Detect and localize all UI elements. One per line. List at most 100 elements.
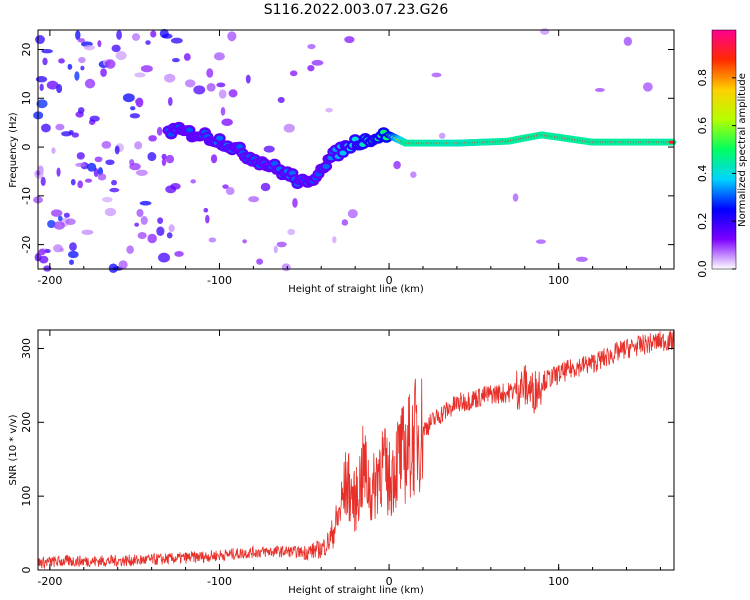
spectrogram-noise-blob xyxy=(256,258,264,265)
spectrogram-noise-blob xyxy=(100,68,107,77)
spectrogram-noise-blob xyxy=(53,221,65,230)
spectrogram-noise-blob xyxy=(76,152,85,160)
spectrogram-noise-blob xyxy=(84,78,96,89)
spectrogram-noise-blob xyxy=(75,162,86,167)
spectrogram-noise-blob xyxy=(42,57,48,66)
spectrogram-noise-blob xyxy=(65,218,76,226)
spectrogram-x-axis-title: Height of straight line (km) xyxy=(288,284,424,295)
spectrogram-noise-blob xyxy=(206,68,214,78)
spectrogram-noise-blob xyxy=(148,135,157,142)
spectrogram-noise-blob xyxy=(205,214,210,224)
spectrogram-noise-blob xyxy=(161,158,167,166)
spectrogram-noise-blob xyxy=(50,209,63,217)
spectrogram-noise-blob xyxy=(167,96,173,107)
spectrogram-noise-blob xyxy=(41,123,51,133)
spectrogram-noise-blob xyxy=(35,35,45,45)
spectrogram-noise-blob xyxy=(273,245,278,254)
spectrogram-noise-blob xyxy=(83,44,95,51)
snr-x-tick-label: 0 xyxy=(386,575,393,588)
spectrogram-noise-blob xyxy=(134,72,146,78)
spectrogram-noise-blob xyxy=(190,179,197,184)
colorbar: 0.0 0.2 0.4 0.6 0.8 Normalized spectral ampl… xyxy=(696,29,748,278)
spectrogram-noise-blob xyxy=(170,183,181,190)
spectrogram-noise-blob xyxy=(307,65,315,72)
spectrogram-noise-blob xyxy=(105,159,115,166)
spectrogram-noise-blob xyxy=(118,260,128,270)
spectrogram-noise-blob xyxy=(97,173,107,181)
spectrogram-noise-blob xyxy=(129,159,135,166)
spectrogram-noise-blob xyxy=(86,162,97,172)
spectrogram-noise-blob xyxy=(40,176,46,187)
spectrogram-noise-blob xyxy=(114,145,120,155)
spectrogram-noise-blob xyxy=(242,239,247,244)
spectrogram-noise-blob xyxy=(129,113,141,119)
spectrogram-noise-blob xyxy=(438,132,446,139)
spectrogram-noise-blob xyxy=(210,154,218,164)
spectrogram-noise-blob xyxy=(245,74,251,84)
spectrogram-ridge-core xyxy=(236,144,244,150)
snr-x-tick-label: 100 xyxy=(548,575,569,588)
spectrogram-x-tick-label: -100 xyxy=(207,274,232,287)
spectrogram-background xyxy=(33,28,653,274)
spectrogram-noise-blob xyxy=(206,83,216,92)
spectrogram-noise-blob xyxy=(44,248,51,254)
colorbar-tick-label: 0.6 xyxy=(696,117,709,135)
spectrogram-noise-blob xyxy=(122,93,135,103)
spectrogram-y-tick-label: -10 xyxy=(20,187,33,205)
spectrogram-noise-blob xyxy=(535,239,546,244)
snr-x-tick-label: -100 xyxy=(207,575,232,588)
colorbar-tick-label: 0.2 xyxy=(696,212,709,230)
spectrogram-noise-blob xyxy=(145,40,151,45)
spectrogram-noise-blob xyxy=(161,153,167,160)
spectrogram-noise-blob xyxy=(77,38,86,43)
snr-y-tick-label: 300 xyxy=(20,338,33,359)
spectrogram-noise-blob xyxy=(104,207,117,217)
spectrogram-noise-blob xyxy=(69,242,77,252)
spectrogram-noise-blob xyxy=(61,131,72,137)
snr-y-axis-title: SNR (10 * v/v) xyxy=(8,414,19,485)
spectrogram-x-tick-label: -200 xyxy=(37,274,62,287)
spectrogram-noise-blob xyxy=(130,106,136,111)
colorbar-tick-label: 0.8 xyxy=(696,69,709,87)
spectrogram-noise-blob xyxy=(168,224,175,233)
spectrogram-noise-blob xyxy=(63,212,70,218)
spectrogram-noise-blob xyxy=(225,187,235,196)
spectrogram-noise-blob xyxy=(67,63,73,70)
spectrogram-noise-blob xyxy=(287,228,296,236)
spectrogram-y-tick-label: 20 xyxy=(20,43,33,57)
spectrogram-noise-blob xyxy=(540,28,550,35)
spectrogram-y-tick-label: 0 xyxy=(20,144,33,151)
figure-title: S116.2022.003.07.23.G26 xyxy=(264,2,449,18)
spectrogram-ridge-core xyxy=(322,163,330,169)
spectrogram-noise-blob xyxy=(347,209,358,219)
spectrogram-noise-blob xyxy=(134,222,140,227)
spectrogram-ridge-core xyxy=(668,140,675,144)
spectrogram-noise-blob xyxy=(38,248,46,256)
spectrogram-noise-blob xyxy=(164,73,176,83)
spectrogram-noise-blob xyxy=(171,58,180,63)
spectrogram-noise-blob xyxy=(193,85,206,95)
spectrogram-noise-blob xyxy=(115,50,127,61)
spectrogram-y-tick-label: -20 xyxy=(20,236,33,254)
snr-y-tick-label: 200 xyxy=(20,412,33,433)
spectrogram-x-tick-label: 0 xyxy=(386,274,393,287)
spectrogram-noise-blob xyxy=(134,98,143,105)
spectrogram-noise-blob xyxy=(126,245,134,254)
snr-frame xyxy=(37,329,675,571)
spectrogram-noise-blob xyxy=(75,30,81,41)
spectrogram-noise-blob xyxy=(41,48,53,54)
snr-y-tick-label: 0 xyxy=(20,567,33,574)
spectrogram-noise-blob xyxy=(289,70,298,77)
spectrogram-noise-blob xyxy=(165,154,175,164)
spectrogram-noise-blob xyxy=(213,52,225,61)
spectrogram-noise-blob xyxy=(131,33,141,41)
spectrogram-noise-blob xyxy=(218,89,227,99)
spectrogram-noise-blob xyxy=(228,89,238,98)
spectrogram-noise-blob xyxy=(307,43,316,50)
spectrogram-noise-blob xyxy=(77,180,83,189)
spectrogram-noise-blob xyxy=(36,99,48,109)
spectrogram-noise-blob xyxy=(81,229,94,235)
spectrogram-noise-blob xyxy=(220,107,226,116)
spectrogram-ridge-core xyxy=(339,150,347,156)
